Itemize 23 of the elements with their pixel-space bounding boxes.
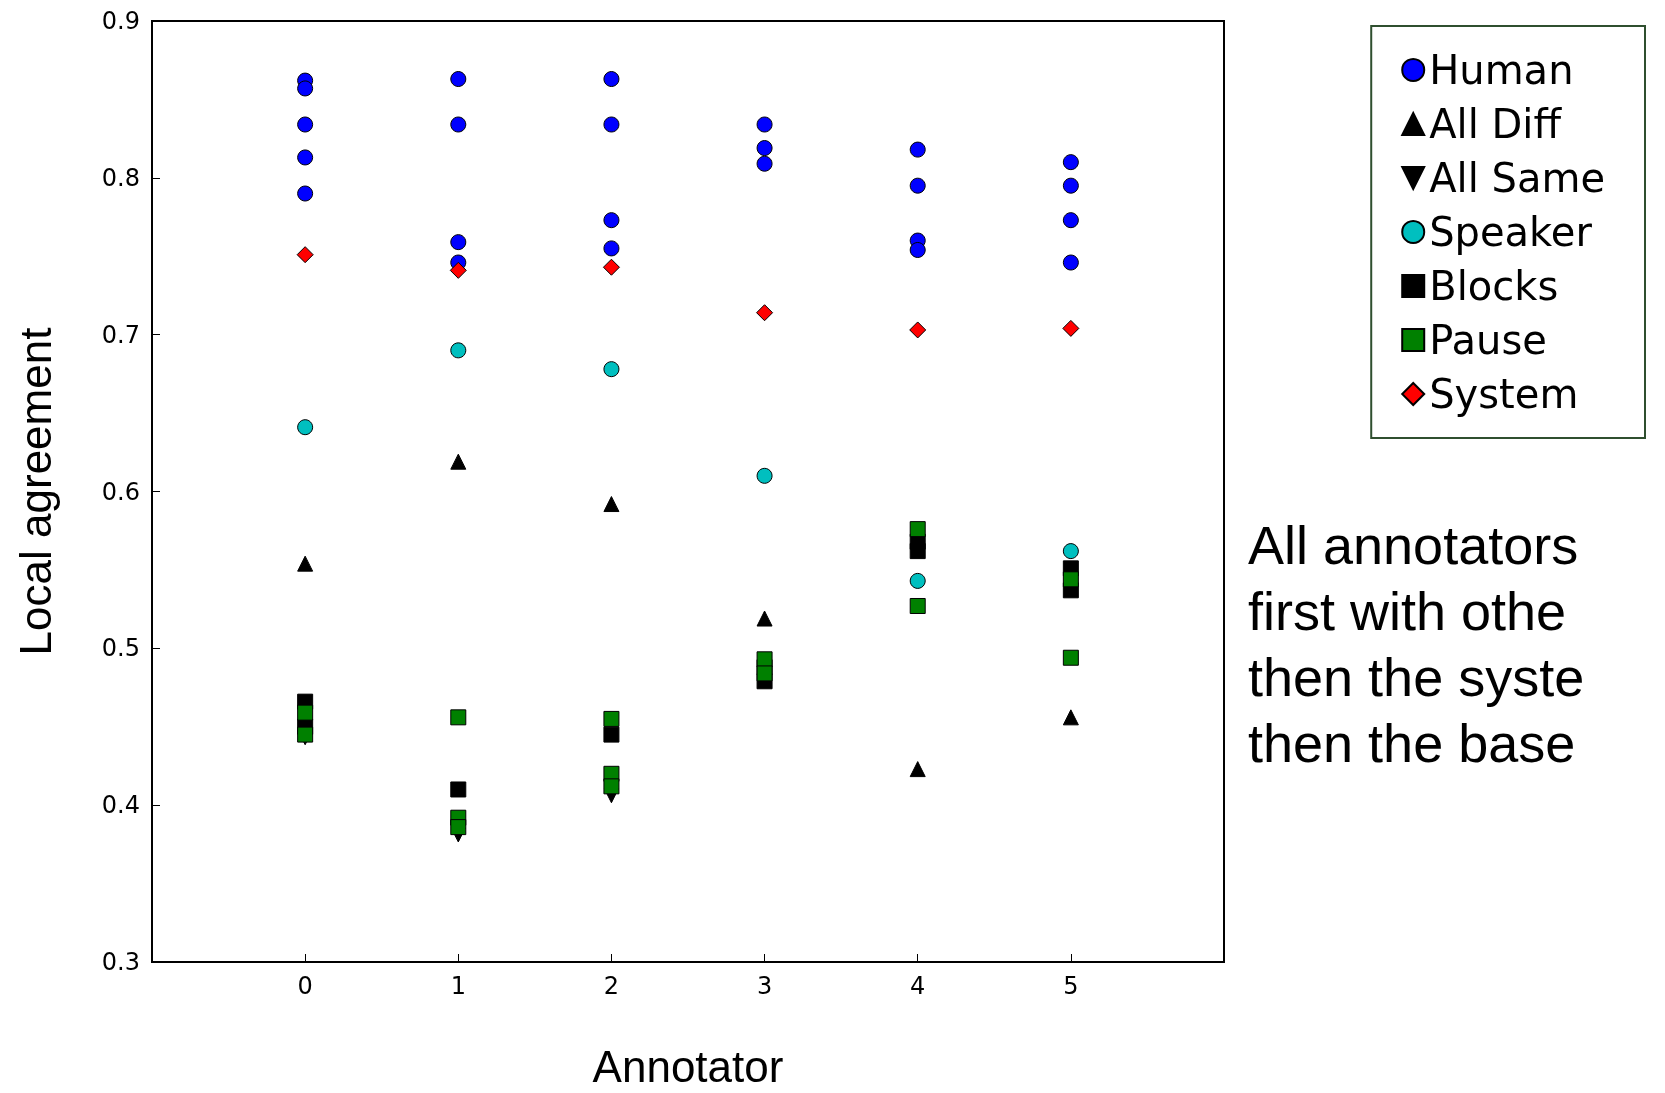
legend-label: All Diff <box>1429 101 1563 147</box>
x-tick-label: 2 <box>603 972 620 1000</box>
x-tick-label: 4 <box>910 972 926 1000</box>
x-axis-title: Annotator <box>592 1041 784 1091</box>
legend-label: Human <box>1429 47 1574 93</box>
y-tick-label: 0.3 <box>101 948 140 976</box>
y-tick-label: 0.6 <box>101 477 140 506</box>
legend-label: Speaker <box>1429 209 1593 255</box>
legend-label: Blocks <box>1429 263 1559 309</box>
legend-label: Pause <box>1429 317 1547 363</box>
legend-label: All Same <box>1429 155 1605 201</box>
x-tick-label: 1 <box>450 972 466 1000</box>
y-tick-label: 0.9 <box>101 7 140 35</box>
x-tick-label: 5 <box>1063 972 1079 1000</box>
x-tick-label: 0 <box>297 972 313 1000</box>
text: All annotators first with othe then the syste then the base <box>1248 515 1585 773</box>
y-axis-title: Local agreement <box>10 327 60 656</box>
y-tick-label: 0.4 <box>101 791 140 820</box>
y-tick-label: 0.5 <box>101 634 140 663</box>
legend-label: System <box>1429 371 1579 417</box>
y-tick-label: 0.8 <box>101 163 140 192</box>
y-tick-label: 0.7 <box>101 320 140 349</box>
x-tick-label: 3 <box>756 972 773 1000</box>
